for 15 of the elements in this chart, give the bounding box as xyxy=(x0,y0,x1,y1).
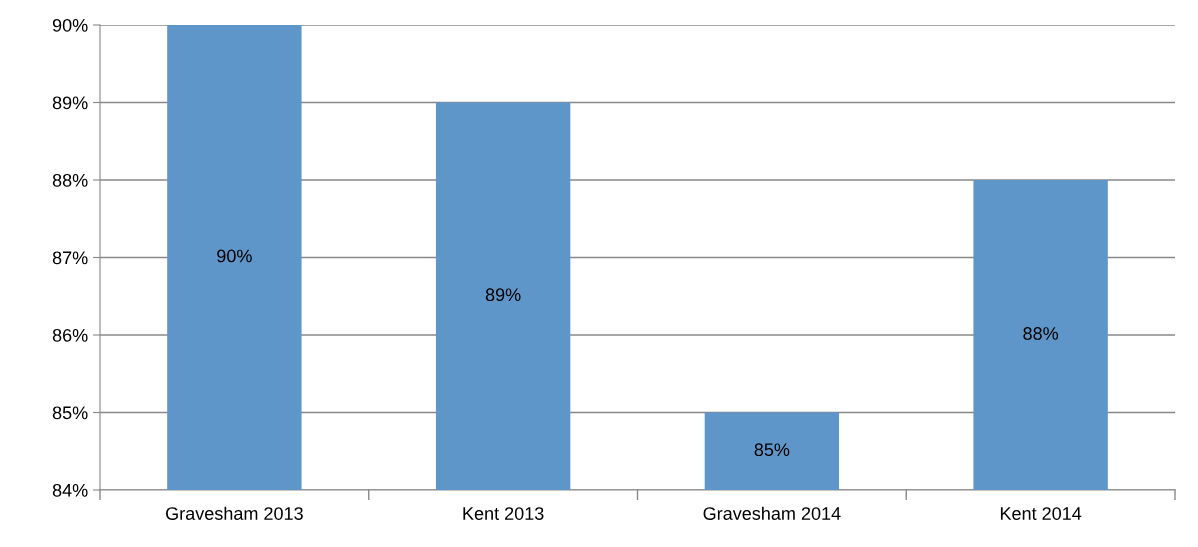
x-tick-label: Gravesham 2013 xyxy=(166,506,303,520)
data-label: 90% xyxy=(217,249,252,263)
data-label: 88% xyxy=(1023,327,1059,340)
y-tick-label: 86% xyxy=(52,328,88,342)
x-tick-label: Gravesham 2014 xyxy=(703,506,841,520)
y-tick-label: 84% xyxy=(52,483,88,497)
data-label: 89% xyxy=(485,288,521,302)
x-tick-label: Kent 2013 xyxy=(463,507,544,520)
x-tick-label: Kent 2014 xyxy=(1000,507,1082,520)
y-tick-label: 85% xyxy=(52,406,88,420)
y-tick-label: 87% xyxy=(52,251,88,265)
y-tick-label: 89% xyxy=(52,96,88,110)
y-tick-label: 90% xyxy=(52,18,88,32)
y-tick-label: 88% xyxy=(52,173,88,187)
data-label: 85% xyxy=(754,443,790,457)
